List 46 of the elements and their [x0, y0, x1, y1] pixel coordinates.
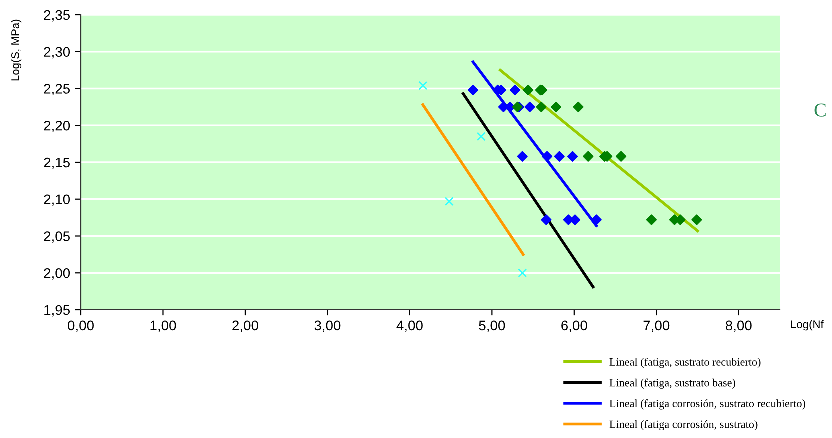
- point: [573, 102, 584, 112]
- y-tick-label: 2,20: [44, 120, 70, 132]
- point: [517, 151, 528, 162]
- x-tick-label: 5,00: [479, 320, 506, 332]
- y-tick-label: 2,05: [44, 232, 70, 244]
- y-axis-title: Log(S, MPa): [11, 20, 22, 81]
- point: [518, 268, 528, 278]
- legend-label: Lineal (fatiga corrosión, sustrato recubierto): [610, 400, 806, 410]
- point: [646, 214, 658, 226]
- x-tick-label: 1,00: [150, 320, 176, 332]
- x-tick-label: 0,00: [68, 320, 94, 332]
- point: [583, 151, 594, 162]
- point: [510, 84, 521, 96]
- x-axis-title: Log(Nf: [791, 320, 824, 331]
- x-tick-label: 4,00: [396, 320, 423, 332]
- legend-label: Lineal (fatiga, sustrato recubierto): [610, 358, 761, 368]
- x-tick-label: 6,00: [562, 320, 588, 332]
- point: [616, 151, 627, 162]
- point: [567, 151, 578, 162]
- point: [692, 214, 702, 226]
- y-tick-label: 1,95: [44, 305, 70, 317]
- point: [418, 81, 428, 90]
- y-tick-label: 2,15: [44, 158, 70, 170]
- point: [476, 132, 486, 142]
- y-tick-label: 2,30: [44, 47, 70, 59]
- point: [541, 214, 552, 226]
- point: [551, 102, 562, 112]
- y-tick-label: 2,00: [44, 268, 70, 280]
- point: [523, 84, 534, 96]
- x-tick-label: 8,00: [726, 320, 752, 332]
- point: [468, 84, 479, 96]
- point: [524, 102, 536, 112]
- legend-label: Lineal (fatiga corrosión, sustrato): [610, 420, 758, 431]
- x-tick-label: 3,00: [314, 320, 341, 332]
- point: [444, 197, 454, 206]
- point: [542, 151, 553, 162]
- text: C: [814, 104, 826, 117]
- legend-label: Lineal (fatiga, sustrato base): [610, 378, 736, 389]
- y-tick-label: 2,10: [44, 194, 70, 206]
- point: [536, 102, 547, 112]
- x-tick-label: 2,00: [232, 320, 258, 332]
- y-tick-label: 2,35: [44, 10, 70, 22]
- x-tick-label: 7,00: [644, 320, 670, 332]
- point: [554, 151, 565, 162]
- point: [591, 214, 602, 226]
- y-tick-label: 2,25: [44, 84, 70, 96]
